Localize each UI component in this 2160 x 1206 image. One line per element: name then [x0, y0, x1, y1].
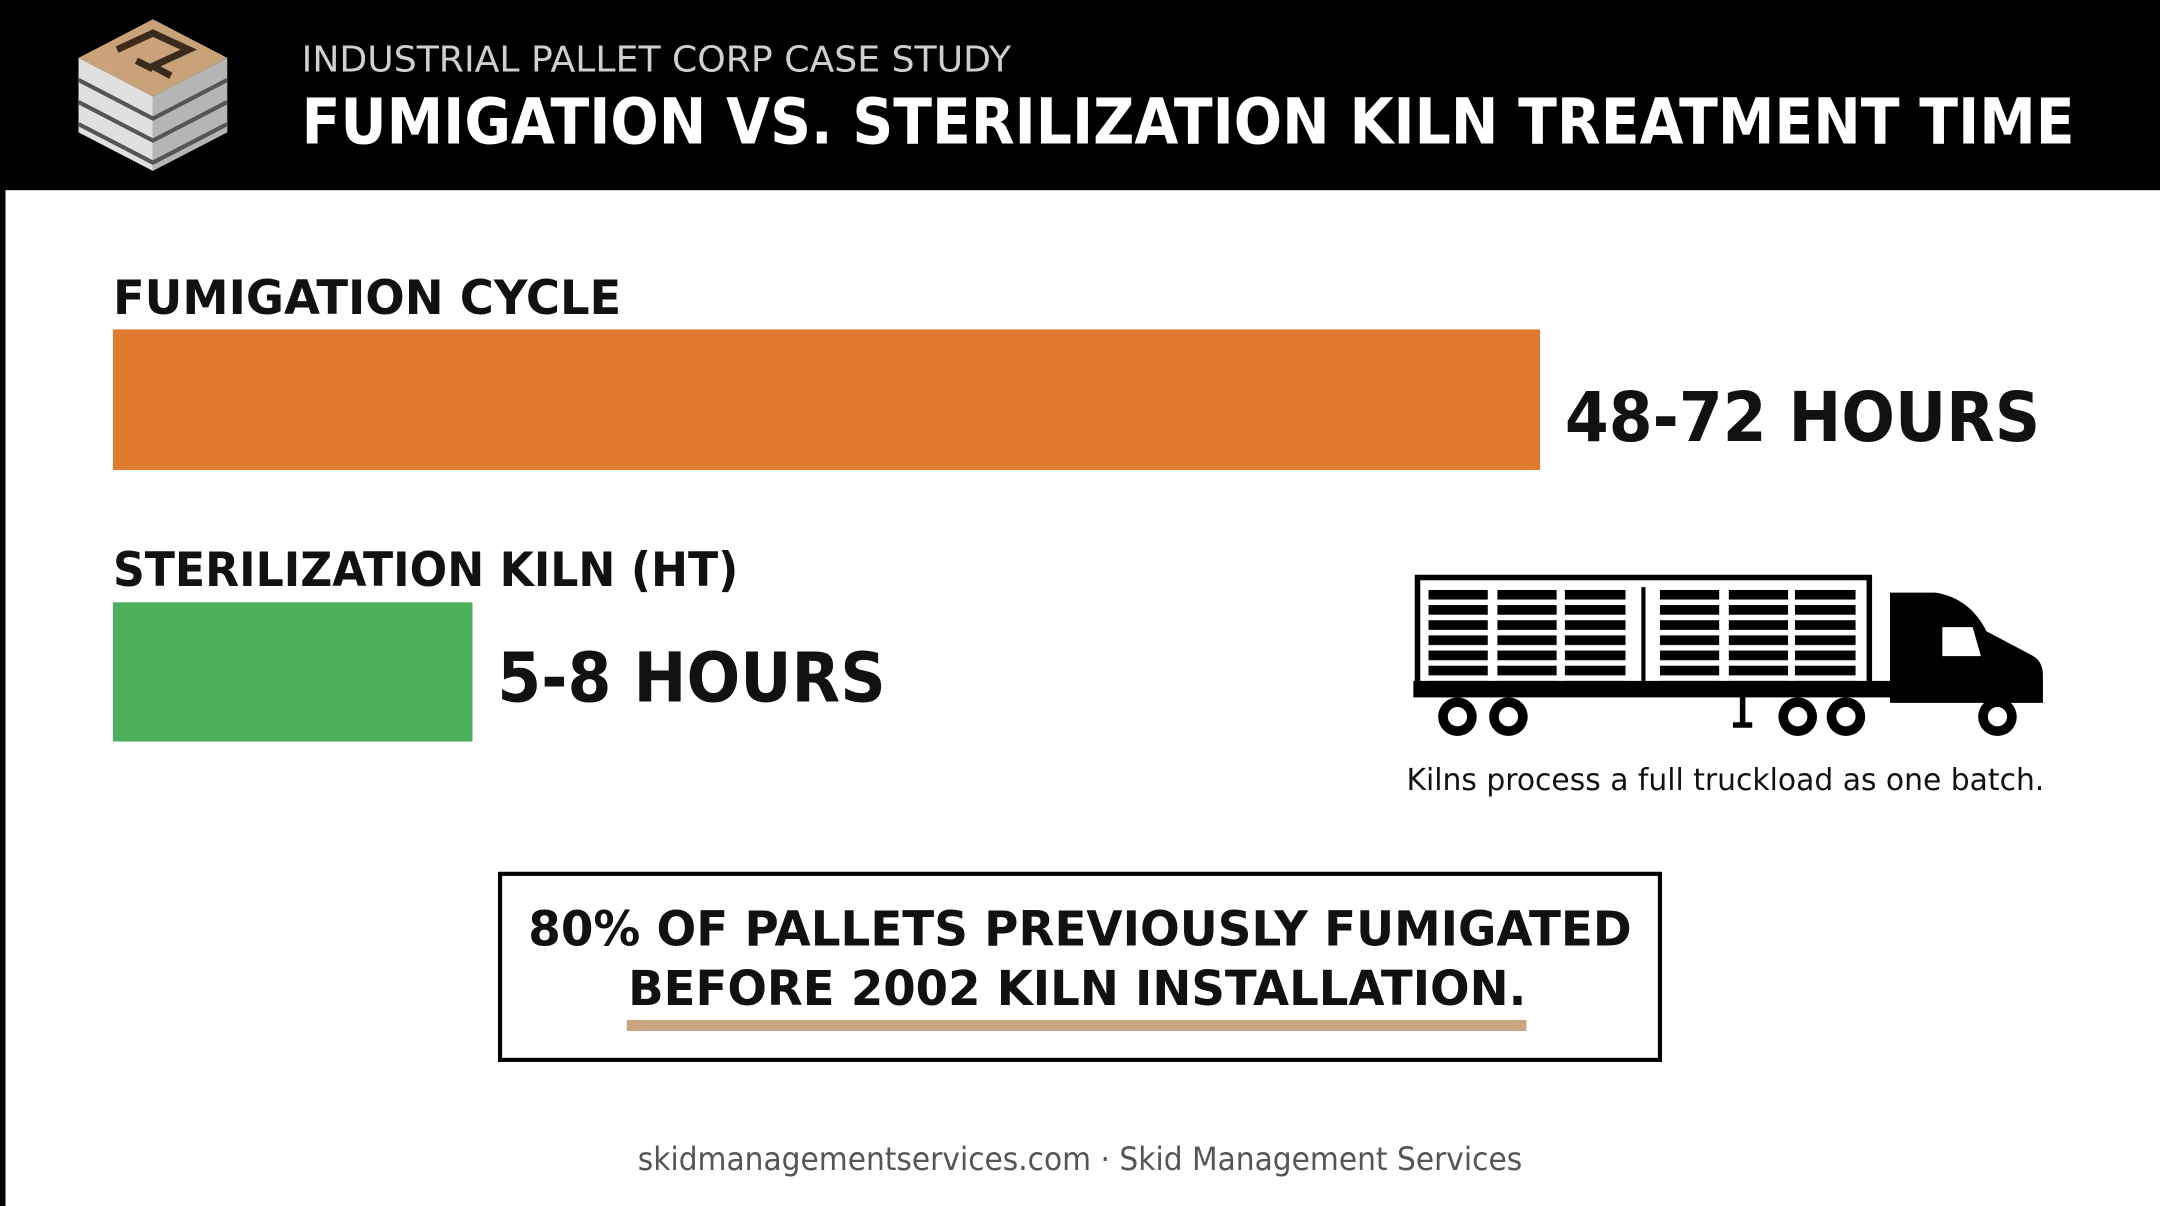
callout-text: 80% OF PALLETS PREVIOUSLY FUMIGATED	[528, 901, 1631, 957]
footer: skidmanagementservices.com · Skid Manage…	[638, 1142, 1522, 1178]
underline	[626, 1019, 1527, 1031]
truck-caption: Kilns process a full truckload as one ba…	[1406, 763, 2044, 798]
bar-label: STERILIZATION KILN (HT)	[113, 544, 738, 598]
duration-label: 5-8 HOURS	[497, 639, 885, 719]
callout-text: BEFORE 2002 KILN INSTALLATION.	[628, 961, 1526, 1017]
title: FUMIGATION VS. STERILIZATION KILN TREATM…	[302, 84, 2075, 158]
edge	[0, 0, 6, 1206]
header-bar	[0, 0, 2160, 191]
subtitle: INDUSTRIAL PALLET CORP CASE STUDY	[302, 40, 1012, 81]
truck-icon	[1413, 574, 2043, 737]
bar	[112, 329, 1541, 470]
bar	[112, 602, 473, 742]
logo	[77, 19, 229, 171]
bar-label: FUMIGATION CYCLE	[113, 272, 621, 326]
duration-label: 48-72 HOURS	[1565, 378, 2040, 458]
